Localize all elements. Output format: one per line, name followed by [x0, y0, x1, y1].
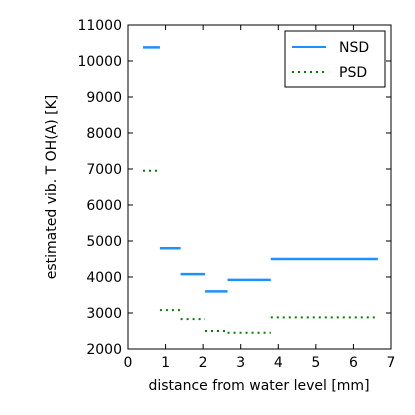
x-tick-label: 4: [274, 355, 283, 371]
legend-label-nsd: NSD: [339, 40, 369, 56]
y-tick-label: 8000: [86, 126, 122, 142]
y-tick-label: 4000: [86, 270, 122, 286]
data-segments: [143, 46, 378, 334]
y-tick-label: 6000: [86, 198, 122, 214]
y-tick-label: 9000: [86, 90, 122, 106]
y-tick-label: 10000: [77, 54, 122, 70]
legend: NSD PSD: [284, 30, 386, 88]
y-tick-label: 2000: [86, 342, 122, 358]
x-tick-label: 5: [311, 355, 320, 371]
x-axis-label: distance from water level [mm]: [148, 378, 369, 394]
x-tick-label: 6: [349, 355, 358, 371]
x-tick-label: 7: [387, 355, 396, 371]
legend-box: [284, 30, 386, 88]
legend-label-psd: PSD: [339, 65, 367, 81]
x-tick-label: 3: [236, 355, 245, 371]
y-axis: 2000 3000 4000 5000 6000 7000 8000 9000 10000 110…: [77, 18, 391, 358]
y-tick-label: 3000: [86, 306, 122, 322]
x-tick-label: 0: [124, 355, 133, 371]
x-tick-label: 2: [199, 355, 208, 371]
y-axis-label: estimated vib. T OH(A) [K]: [44, 95, 60, 280]
y-tick-label: 7000: [86, 162, 122, 178]
x-axis: 0 1 2 3 4 5 6 7: [124, 25, 396, 371]
plot-frame: [127, 24, 392, 350]
y-tick-label: 11000: [77, 18, 122, 34]
y-tick-label: 5000: [86, 234, 122, 250]
x-tick-label: 1: [161, 355, 170, 371]
